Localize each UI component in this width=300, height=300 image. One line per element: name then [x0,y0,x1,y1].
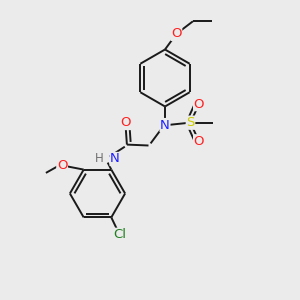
Text: H: H [95,152,104,166]
Text: O: O [194,98,204,111]
Text: O: O [57,160,68,172]
Text: O: O [120,116,131,130]
Text: N: N [160,118,170,132]
Text: O: O [171,27,182,40]
Text: O: O [194,135,204,148]
Text: N: N [110,152,120,166]
Text: Cl: Cl [113,228,126,241]
Text: S: S [186,116,195,129]
